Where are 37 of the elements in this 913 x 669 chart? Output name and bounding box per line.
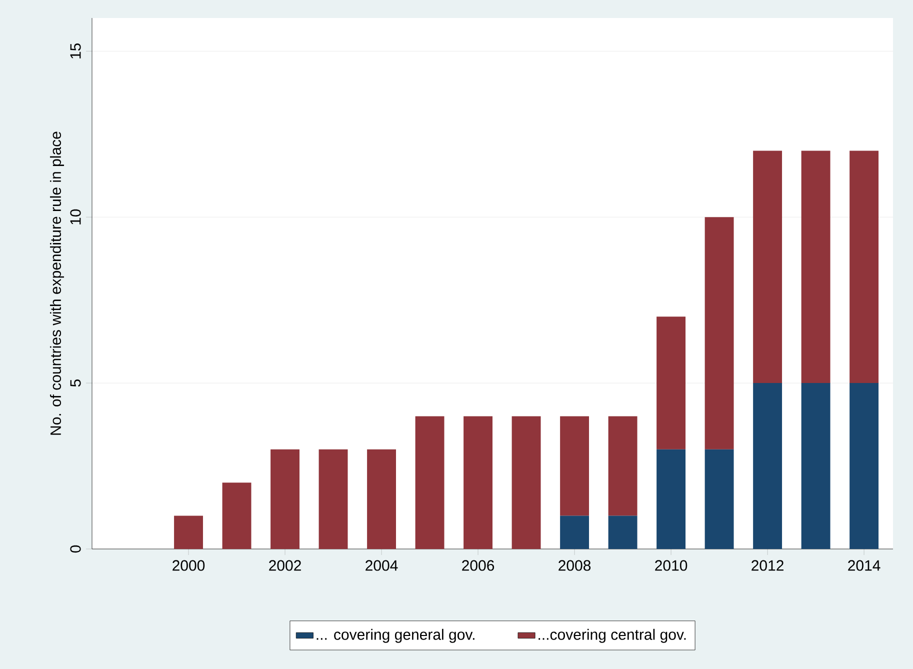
- bar: [560, 416, 590, 516]
- bar: [656, 316, 686, 450]
- bar: [222, 482, 252, 549]
- bar: [318, 449, 348, 549]
- x-tick-label: 2002: [269, 560, 301, 571]
- bar: [512, 416, 541, 549]
- x-tick-label: 2010: [655, 560, 688, 571]
- bar: [704, 449, 734, 549]
- bar: [415, 416, 444, 549]
- y-axis-title: No. of countries with expenditure rule in place: [50, 132, 64, 435]
- bar: [753, 383, 782, 549]
- bar: [174, 516, 203, 549]
- bar: [704, 217, 734, 450]
- bar: [801, 150, 830, 384]
- bar: [801, 383, 830, 549]
- y-tick-label: 5: [70, 380, 81, 387]
- y-tick-label: 0: [70, 545, 81, 553]
- legend-label: ... covering general gov.: [316, 628, 474, 643]
- x-tick-label: 2012: [752, 560, 784, 571]
- bar: [850, 383, 879, 549]
- legend-label: ...covering central gov.: [538, 628, 686, 643]
- x-tick-label: 2014: [848, 560, 880, 571]
- y-tick-label: 10: [70, 209, 81, 224]
- bar: [656, 449, 686, 549]
- bar: [608, 416, 638, 516]
- bar: [270, 449, 300, 549]
- bar: [608, 516, 638, 549]
- bar: [850, 150, 879, 384]
- bar: [464, 416, 493, 549]
- x-tick-label: 2004: [366, 560, 398, 571]
- bar: [367, 449, 396, 549]
- bar: [560, 516, 590, 549]
- x-tick-label: 2006: [462, 560, 494, 571]
- x-tick-label: 2000: [172, 560, 205, 571]
- bar: [753, 150, 782, 384]
- x-tick-label: 2008: [558, 560, 591, 571]
- y-tick-label: 15: [70, 43, 81, 58]
